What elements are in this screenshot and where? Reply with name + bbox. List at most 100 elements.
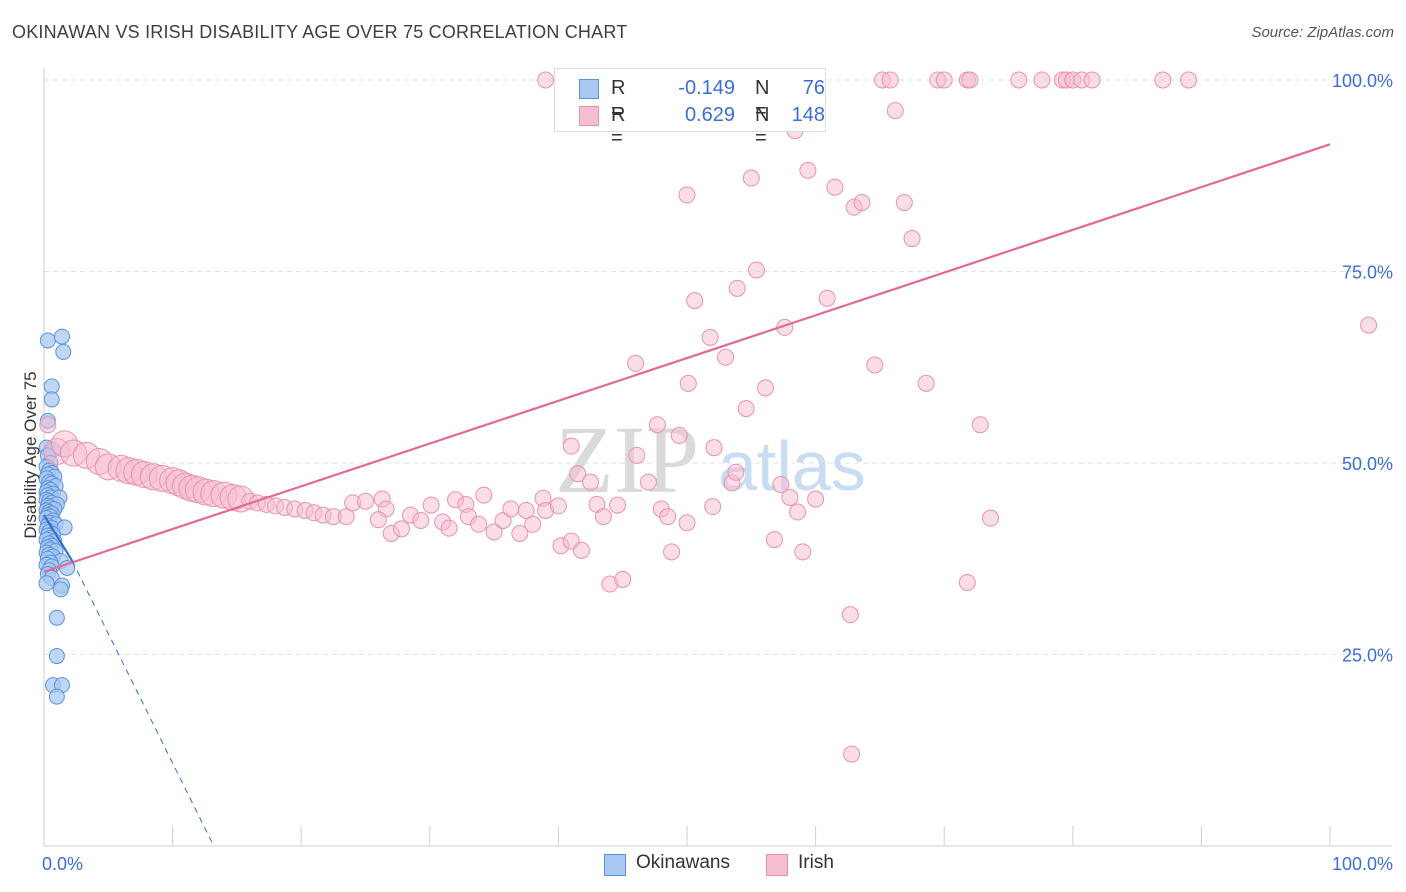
irish-point bbox=[663, 543, 681, 561]
irish-point bbox=[794, 543, 812, 561]
irish-point bbox=[756, 379, 774, 397]
n-value: 76 bbox=[802, 77, 825, 99]
y-tick-label: 25.0% bbox=[1342, 646, 1393, 666]
irish-point bbox=[895, 194, 913, 212]
y-tick-label: 50.0% bbox=[1342, 454, 1393, 474]
irish-point bbox=[686, 292, 704, 310]
irish-point bbox=[765, 531, 783, 549]
irish-point bbox=[772, 475, 790, 493]
irish-point bbox=[678, 514, 696, 532]
irish-point bbox=[679, 374, 697, 392]
okinawans-point bbox=[54, 328, 71, 345]
irish-point bbox=[853, 194, 871, 212]
irish-point bbox=[935, 71, 953, 89]
grid bbox=[44, 79, 1392, 655]
irish-point bbox=[747, 261, 765, 279]
watermark: ZIP atlas bbox=[555, 406, 866, 513]
chart-title: OKINAWAN VS IRISH DISABILITY AGE OVER 75… bbox=[12, 22, 628, 42]
watermark-zip: ZIP bbox=[555, 406, 699, 513]
irish-point bbox=[701, 328, 719, 346]
irish-point bbox=[648, 416, 666, 434]
irish-point bbox=[903, 230, 921, 248]
irish-point bbox=[524, 515, 542, 533]
irish-point bbox=[1033, 71, 1051, 89]
irish-point bbox=[917, 374, 935, 392]
irish-point bbox=[639, 473, 657, 491]
irish-point bbox=[475, 486, 493, 504]
okinawans-point bbox=[55, 343, 72, 360]
irish-point bbox=[1180, 71, 1198, 89]
y-tick-label: 75.0% bbox=[1342, 263, 1393, 283]
okinawans-trend-extension bbox=[71, 560, 215, 847]
okinawans-point bbox=[43, 391, 60, 408]
legend-label: Okinawans bbox=[636, 852, 730, 873]
irish-point bbox=[678, 186, 696, 204]
irish-point bbox=[412, 511, 430, 529]
r-value: -0.149 bbox=[678, 77, 735, 99]
irish-point bbox=[369, 511, 387, 529]
irish-point bbox=[659, 508, 677, 526]
irish-point bbox=[717, 348, 735, 366]
irish-trend-line bbox=[43, 143, 1331, 573]
irish-point bbox=[886, 102, 904, 120]
irish-point bbox=[422, 496, 440, 514]
okinawans-point bbox=[39, 332, 56, 349]
okinawans-swatch bbox=[579, 79, 599, 99]
irish-point bbox=[727, 463, 745, 481]
irish-point bbox=[958, 573, 976, 591]
irish-point bbox=[704, 498, 722, 516]
irish-swatch bbox=[579, 106, 599, 126]
irish-point bbox=[843, 745, 861, 763]
irish-point bbox=[627, 354, 645, 372]
irish-point bbox=[961, 71, 979, 89]
irish-point bbox=[517, 501, 535, 519]
irish-point bbox=[841, 606, 859, 624]
irish-point bbox=[1010, 71, 1028, 89]
okinawans-point bbox=[48, 648, 65, 665]
irish-point bbox=[549, 497, 567, 515]
okinawans-point bbox=[48, 609, 65, 626]
okinawans-point bbox=[56, 519, 73, 536]
okinawans-point bbox=[48, 688, 65, 705]
okinawans-point bbox=[52, 581, 69, 598]
irish-point bbox=[818, 289, 836, 307]
x-tick-label: 0.0% bbox=[42, 854, 83, 874]
irish-point bbox=[881, 71, 899, 89]
y-tick-label: 100.0% bbox=[1332, 71, 1393, 91]
irish-point bbox=[594, 508, 612, 526]
n-label: N = bbox=[755, 77, 770, 122]
trend-lines bbox=[43, 143, 1331, 847]
irish-point bbox=[511, 524, 529, 542]
r-label: R = bbox=[611, 77, 626, 122]
irish-point bbox=[609, 496, 627, 514]
y-axis-label: Disability Age Over 75 bbox=[21, 371, 40, 538]
r-label: R = bbox=[611, 104, 626, 149]
irish-point bbox=[742, 169, 760, 187]
irish-series bbox=[39, 71, 1378, 763]
r-value: 0.629 bbox=[684, 104, 735, 126]
irish-point bbox=[866, 356, 884, 374]
irish-point bbox=[826, 178, 844, 196]
irish-point bbox=[670, 426, 688, 444]
n-label: N = bbox=[755, 104, 770, 149]
irish-point bbox=[537, 71, 555, 89]
irish-point bbox=[614, 570, 632, 588]
irish-point bbox=[337, 508, 355, 526]
irish-point bbox=[705, 439, 723, 457]
axis-labels: 25.0% 50.0% 75.0% 100.0% 0.0% 100.0% Disabilit… bbox=[21, 71, 1393, 874]
source-credit: Source: ZipAtlas.com bbox=[1251, 24, 1394, 41]
irish-point bbox=[789, 503, 807, 521]
n-value: 148 bbox=[791, 104, 825, 126]
okinawans-point bbox=[38, 575, 55, 592]
irish-point bbox=[357, 492, 374, 510]
correlation-legend: R = -0.149 N = 76 R = 0.629 N = 148 bbox=[554, 68, 826, 149]
irish-point bbox=[737, 400, 755, 418]
x-tick-label: 100.0% bbox=[1332, 854, 1393, 874]
irish-point bbox=[628, 446, 646, 464]
irish-point bbox=[573, 541, 591, 559]
irish-point bbox=[39, 416, 57, 434]
irish-point bbox=[981, 509, 999, 527]
irish-point bbox=[393, 520, 411, 538]
irish-point bbox=[470, 515, 488, 533]
